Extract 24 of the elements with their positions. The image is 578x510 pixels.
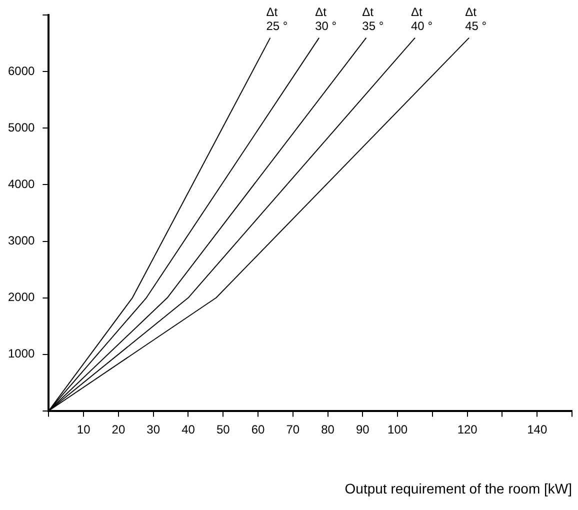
x-tick-label: 30 xyxy=(146,422,160,436)
x-tick-label: 120 xyxy=(457,422,478,436)
annotation: Δt 45 ° xyxy=(465,4,487,33)
x-tick-label: 100 xyxy=(388,422,408,436)
annotation: Δt 25 ° xyxy=(266,4,288,33)
annotation: Δt 40 ° xyxy=(411,4,433,33)
y-tick-label: 3000 xyxy=(8,234,36,248)
y-tick-label: 2000 xyxy=(8,290,36,304)
y-tick-label: 1000 xyxy=(8,346,36,361)
x-tick-label: 60 xyxy=(251,422,266,436)
annotation: Δt 30 ° xyxy=(315,4,337,33)
x-tick-label: 80 xyxy=(321,422,335,436)
x-axis-title: Output requirement of the room [kW] xyxy=(344,480,572,496)
x-tick-label: 90 xyxy=(356,422,370,436)
y-tick-label: 4000 xyxy=(8,177,36,192)
x-tick-label: 40 xyxy=(182,422,196,436)
x-tick-label: 20 xyxy=(112,422,126,436)
x-tick-label: 140 xyxy=(527,422,548,436)
x-tick-label: 70 xyxy=(286,422,300,436)
y-tick-label: 6000 xyxy=(8,64,36,78)
x-tick-label: 50 xyxy=(216,422,230,436)
y-tick-label: 5000 xyxy=(8,120,36,135)
annotation: Δt 35 ° xyxy=(362,4,384,33)
x-tick-label: 10 xyxy=(76,422,91,436)
